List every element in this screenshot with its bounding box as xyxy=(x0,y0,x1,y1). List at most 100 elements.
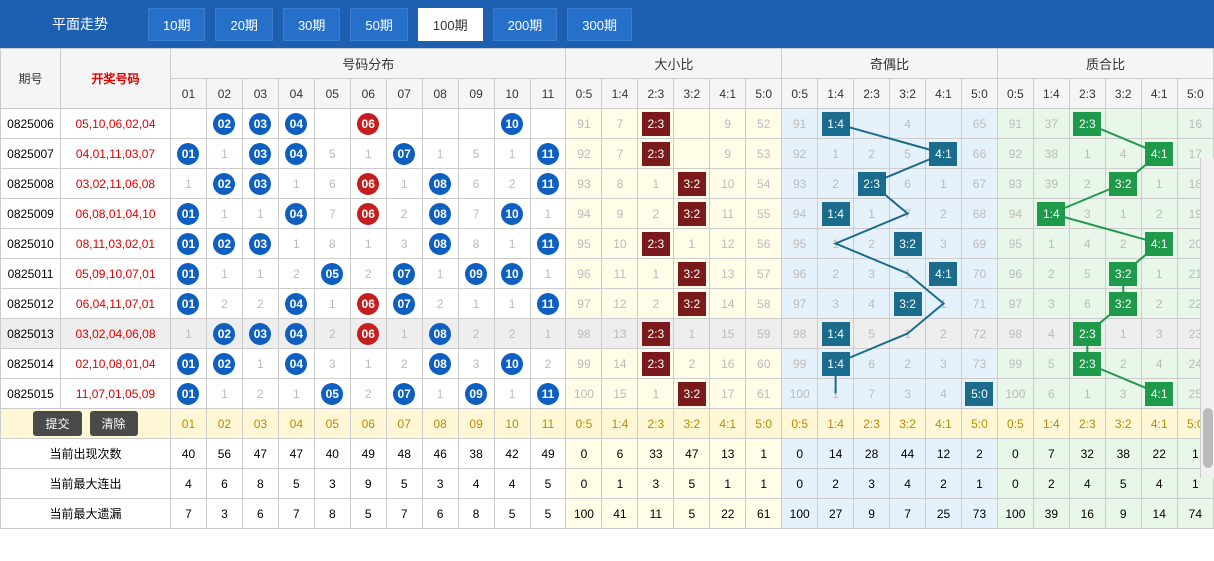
cell-dist-miss: 1 xyxy=(278,169,314,199)
footer-sel[interactable]: 11 xyxy=(530,409,566,439)
main-table: 期号开奖号码号码分布大小比奇偶比质合比010203040506070809101… xyxy=(0,48,1214,529)
cell-dist: 02 xyxy=(206,349,242,379)
cell-parity-miss: 92 xyxy=(782,139,818,169)
data-row[interactable]: 082501511,07,01,05,090112105207109111100… xyxy=(1,379,1214,409)
footer-sel[interactable]: 5:0 xyxy=(746,409,782,439)
ball: 11 xyxy=(537,233,559,255)
cell-issue: 0825009 xyxy=(1,199,61,229)
footer-sel[interactable]: 2:3 xyxy=(1069,409,1105,439)
footer-sel[interactable]: 0:5 xyxy=(566,409,602,439)
period-btn-50期[interactable]: 50期 xyxy=(350,8,407,41)
stat-cell: 14 xyxy=(818,439,854,469)
footer-sel[interactable]: 2:3 xyxy=(854,409,890,439)
ball: 08 xyxy=(429,203,451,225)
cell-parity-miss: 1 xyxy=(818,379,854,409)
data-row[interactable]: 082501402,10,08,01,040102104312083102991… xyxy=(1,349,1214,379)
cell-prime-miss: 1 xyxy=(1033,229,1069,259)
cell-dist-miss: 8 xyxy=(458,229,494,259)
stat-cell: 41 xyxy=(602,499,638,529)
data-row[interactable]: 082501105,09,10,07,010111205207109101961… xyxy=(1,259,1214,289)
footer-sel[interactable]: 1:4 xyxy=(818,409,854,439)
ball: 08 xyxy=(429,323,451,345)
cell-issue: 0825014 xyxy=(1,349,61,379)
ball: 01 xyxy=(177,263,199,285)
stat-cell: 40 xyxy=(171,439,207,469)
scrollbar-vertical[interactable] xyxy=(1200,158,1214,478)
period-btn-300期[interactable]: 300期 xyxy=(567,8,632,41)
footer-sel[interactable]: 10 xyxy=(494,409,530,439)
stat-cell: 1 xyxy=(961,469,997,499)
cell-parity-miss: 2 xyxy=(926,319,962,349)
ratio-tag: 3:2 xyxy=(1109,172,1137,196)
cell-dist: 04 xyxy=(278,319,314,349)
ball: 11 xyxy=(537,293,559,315)
footer-sel[interactable]: 1:4 xyxy=(602,409,638,439)
period-btn-10期[interactable]: 10期 xyxy=(148,8,205,41)
footer-sel[interactable]: 4:1 xyxy=(710,409,746,439)
cell-size-miss xyxy=(674,109,710,139)
footer-sel[interactable]: 03 xyxy=(242,409,278,439)
footer-sel[interactable]: 1:4 xyxy=(1033,409,1069,439)
cell-dist-miss: 3 xyxy=(314,349,350,379)
cell-parity-miss: 99 xyxy=(782,349,818,379)
cell-dist-miss: 1 xyxy=(422,139,458,169)
data-row[interactable]: 082500605,10,06,02,0402030406109172:3952… xyxy=(1,109,1214,139)
btn-cell: 提交清除 xyxy=(1,409,171,439)
data-row[interactable]: 082500803,02,11,06,081020316061086211938… xyxy=(1,169,1214,199)
footer-sel[interactable]: 09 xyxy=(458,409,494,439)
footer-sel[interactable]: 04 xyxy=(278,409,314,439)
stat-cell: 49 xyxy=(350,439,386,469)
cell-prime-miss: 2 xyxy=(1141,199,1177,229)
stat-cell: 3 xyxy=(854,469,890,499)
footer-sel[interactable]: 06 xyxy=(350,409,386,439)
data-row[interactable]: 082500704,01,11,03,070110304510715111927… xyxy=(1,139,1214,169)
submit-button[interactable]: 提交 xyxy=(33,411,81,436)
data-row[interactable]: 082501303,02,04,06,081020304206108221981… xyxy=(1,319,1214,349)
data-row[interactable]: 082501206,04,11,07,010122041060721111971… xyxy=(1,289,1214,319)
footer-sel[interactable]: 3:2 xyxy=(1105,409,1141,439)
footer-sel[interactable]: 3:2 xyxy=(890,409,926,439)
cell-nums: 02,10,08,01,04 xyxy=(61,349,171,379)
stat-cell: 47 xyxy=(278,439,314,469)
ratio-tag: 2:3 xyxy=(858,172,886,196)
footer-sel[interactable]: 08 xyxy=(422,409,458,439)
stat-cell: 4 xyxy=(494,469,530,499)
cell-size-miss: 99 xyxy=(566,349,602,379)
footer-sel[interactable]: 01 xyxy=(171,409,207,439)
stat-cell: 14 xyxy=(1141,499,1177,529)
period-btn-20期[interactable]: 20期 xyxy=(215,8,272,41)
ball: 01 xyxy=(177,233,199,255)
ball: 09 xyxy=(465,263,487,285)
footer-sel[interactable]: 4:1 xyxy=(1141,409,1177,439)
scrollbar-thumb[interactable] xyxy=(1203,408,1213,468)
ratio-tag: 3:2 xyxy=(894,232,922,256)
cell-dist: 01 xyxy=(171,259,207,289)
footer-sel[interactable]: 3:2 xyxy=(674,409,710,439)
period-btn-200期[interactable]: 200期 xyxy=(493,8,558,41)
cell-dist: 11 xyxy=(530,289,566,319)
footer-sel[interactable]: 07 xyxy=(386,409,422,439)
cell-parity-miss: 1 xyxy=(818,139,854,169)
period-btn-100期[interactable]: 100期 xyxy=(418,8,483,41)
ratio-tag: 3:2 xyxy=(1109,262,1137,286)
footer-sel[interactable]: 0:5 xyxy=(997,409,1033,439)
cell-issue: 0825015 xyxy=(1,379,61,409)
footer-sel[interactable]: 02 xyxy=(206,409,242,439)
footer-sel[interactable]: 05 xyxy=(314,409,350,439)
hdr-col: 09 xyxy=(458,79,494,109)
footer-sel[interactable]: 0:5 xyxy=(782,409,818,439)
cell-size-miss: 9 xyxy=(602,199,638,229)
cell-dist-miss: 1 xyxy=(386,169,422,199)
cell-dist-miss: 1 xyxy=(171,169,207,199)
footer-sel[interactable]: 5:0 xyxy=(961,409,997,439)
period-btn-30期[interactable]: 30期 xyxy=(283,8,340,41)
data-row[interactable]: 082500906,08,01,04,100111047062087101949… xyxy=(1,199,1214,229)
stat-cell: 100 xyxy=(566,499,602,529)
hdr-size: 大小比 xyxy=(566,49,782,79)
footer-sel[interactable]: 2:3 xyxy=(638,409,674,439)
footer-sel[interactable]: 4:1 xyxy=(926,409,962,439)
clear-button[interactable]: 清除 xyxy=(90,411,138,436)
stat-row: 当前最大连出46853953445013511023421024541 xyxy=(1,469,1214,499)
stat-cell: 2 xyxy=(1033,469,1069,499)
data-row[interactable]: 082501008,11,03,02,010102031813088111951… xyxy=(1,229,1214,259)
